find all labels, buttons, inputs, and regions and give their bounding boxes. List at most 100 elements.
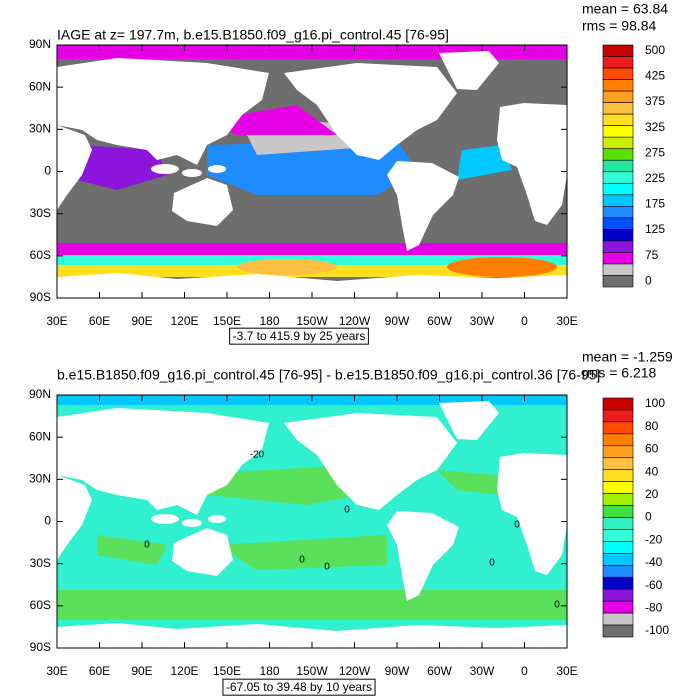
colorbar-box: [602, 113, 634, 126]
colorbar-box: [602, 240, 634, 253]
panel-stat: mean = 63.84: [582, 1, 668, 17]
colorbar-label: 100: [645, 396, 665, 410]
colorbar-label: 500: [645, 43, 665, 57]
lon-label: 120W: [339, 314, 371, 328]
lat-label: 90S: [30, 290, 51, 304]
colorbar-label: 175: [645, 197, 665, 211]
colorbar-box: [602, 624, 634, 638]
colorbar-box: [602, 493, 634, 506]
colorbar-box: [602, 102, 634, 115]
lon-label: 90W: [385, 664, 410, 678]
colorbar-box: [602, 576, 634, 590]
lon-label: 180: [259, 314, 279, 328]
colorbar-label: -80: [645, 600, 663, 614]
panel-stat: rms = 98.84: [582, 18, 657, 34]
colorbar-label: 75: [645, 248, 659, 262]
lat-label: 90N: [29, 387, 51, 401]
contour-label: 0: [299, 555, 305, 566]
colorbar-box: [602, 469, 634, 482]
lat-label: 60S: [30, 248, 51, 262]
colorbar-box: [602, 457, 634, 470]
lon-label: 30W: [470, 314, 495, 328]
colorbar-box: [602, 505, 634, 518]
lon-label: 90E: [131, 664, 152, 678]
lon-label: 30E: [46, 664, 67, 678]
lat-label: 0: [44, 514, 51, 528]
lat-label: 60N: [29, 429, 51, 443]
colorbar-box: [602, 600, 634, 614]
colorbar-box: [602, 409, 634, 423]
lat-label: 0: [44, 164, 51, 178]
southern-band-2: [57, 255, 567, 265]
lon-label: 0: [521, 664, 528, 678]
lon-label: 90E: [131, 314, 152, 328]
colorbar-label: -60: [645, 578, 663, 592]
map-field: -20 0 0 0 0 0 0 0: [57, 395, 567, 648]
map-panel: b.e15.B1850.f09_g16.pi_control.45 [76-95…: [29, 349, 673, 696]
colorbar-box: [602, 588, 634, 602]
lon-label: 60E: [89, 664, 110, 678]
colorbar-box: [602, 229, 634, 242]
green-patch: [97, 535, 167, 565]
ross-patch: [237, 259, 337, 275]
contour-label: 0: [554, 600, 560, 611]
atlantic-band: [457, 145, 512, 180]
contour-label: -20: [250, 450, 265, 461]
lon-label: 60W: [427, 664, 452, 678]
colorbar-label: 275: [645, 145, 665, 159]
lat-label: 30N: [29, 472, 51, 486]
green-patch: [437, 470, 502, 495]
lon-label: 30E: [556, 314, 577, 328]
range-note: -3.7 to 415.9 by 25 years: [233, 329, 366, 343]
colorbar-label: 0: [645, 510, 652, 524]
lon-label: 150W: [296, 664, 328, 678]
colorbar-box: [602, 90, 634, 103]
indian-band: [77, 145, 167, 190]
lon-label: 150E: [213, 314, 241, 328]
green-band: [57, 590, 567, 620]
colorbar-label: 40: [645, 464, 659, 478]
contour-label: 0: [344, 505, 350, 516]
lon-label: 90W: [385, 314, 410, 328]
lon-label: 30E: [556, 664, 577, 678]
colorbar-box: [602, 553, 634, 566]
lat-label: 90S: [30, 640, 51, 654]
colorbar-box: [602, 517, 634, 530]
colorbar-box: [602, 148, 634, 161]
colorbar-label: 125: [645, 222, 665, 236]
lat-label: 60S: [30, 598, 51, 612]
colorbar-box: [602, 397, 634, 411]
colorbar-box: [602, 445, 634, 459]
lon-label: 60W: [427, 314, 452, 328]
range-note-box: [229, 327, 369, 345]
map: -20 0 0 0 0 0 0 0 90N 60N 30N 0 30S 60S 90S: [29, 387, 568, 654]
panel-stat: rms = 6.218: [582, 365, 657, 381]
colorbar-label: 325: [645, 120, 665, 134]
map-panel: IAGE at z= 197.7m, b.e15.B1850.f09_g16.p…: [29, 1, 668, 345]
lat-label: 60N: [29, 79, 51, 93]
contour-label: 0: [514, 520, 520, 531]
contour-label: 0: [144, 540, 150, 551]
lat-label: 90N: [29, 37, 51, 51]
colorbar-box: [602, 529, 634, 542]
panel-title: IAGE at z= 197.7m, b.e15.B1850.f09_g16.p…: [57, 27, 449, 43]
colorbar-box: [602, 206, 634, 219]
colorbar-box: [602, 481, 634, 494]
lon-label: 30E: [46, 314, 67, 328]
lon-label: 120E: [170, 664, 198, 678]
colorbar-box: [602, 171, 634, 184]
range-note-box: [222, 678, 376, 696]
colorbar-box: [602, 421, 634, 435]
colorbar-box: [602, 252, 634, 265]
colorbar-label: 225: [645, 171, 665, 185]
colorbar-box: [602, 67, 634, 80]
map-field: [57, 45, 567, 298]
colorbar-label: 0: [645, 273, 652, 287]
colorbar-box: [602, 182, 634, 196]
colorbar-box: [602, 433, 634, 447]
colorbar-box: [602, 194, 634, 207]
colorbar-label: 60: [645, 442, 659, 456]
colorbar-label: 20: [645, 487, 659, 501]
colorbar-box: [602, 275, 634, 288]
lon-label: 150W: [296, 314, 328, 328]
